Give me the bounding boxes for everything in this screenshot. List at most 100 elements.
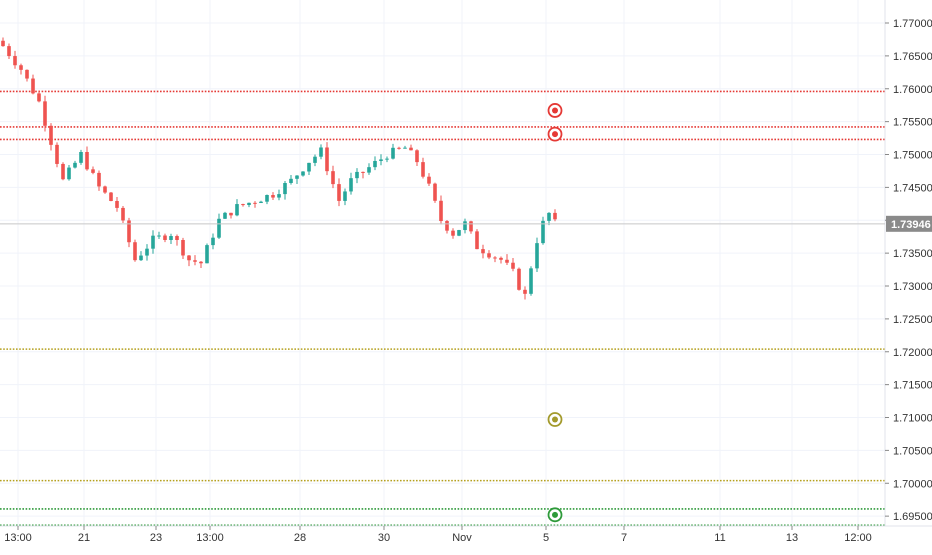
candle-body[interactable] [475, 231, 479, 250]
candle-body[interactable] [421, 162, 425, 177]
candle-body[interactable] [175, 236, 179, 240]
candle-body[interactable] [481, 249, 485, 254]
candle-body[interactable] [307, 162, 311, 172]
candle-body[interactable] [433, 183, 437, 201]
candle-body[interactable] [379, 159, 383, 161]
candle-body[interactable] [133, 242, 137, 261]
candle-body[interactable] [247, 202, 251, 205]
candle-body[interactable] [505, 259, 509, 263]
candle-body[interactable] [139, 255, 143, 261]
candle-body[interactable] [163, 235, 167, 240]
candle-body[interactable] [229, 212, 233, 216]
candle-body[interactable] [1, 40, 5, 47]
candle-body[interactable] [73, 162, 77, 168]
candle-body[interactable] [337, 184, 341, 201]
candle-body[interactable] [205, 245, 209, 264]
candle-body[interactable] [169, 236, 173, 240]
candle-body[interactable] [277, 194, 281, 198]
candle-body[interactable] [535, 243, 539, 269]
candle-body[interactable] [85, 152, 89, 170]
candle-body[interactable] [43, 101, 47, 126]
candle-body[interactable] [211, 237, 215, 246]
candle-body[interactable] [385, 158, 389, 160]
candle-body[interactable] [289, 178, 293, 183]
time-axis[interactable]: 13:00 21 23 13:00 28 30 Nov 5 7 11 13 12:00 [4, 526, 872, 544]
candle-body[interactable] [127, 220, 131, 243]
candle-body[interactable] [529, 268, 533, 294]
price-axis[interactable]: 1.77000 1.76500 1.76000 1.75500 1.75000 1.745… [885, 18, 932, 523]
candle-body[interactable] [427, 176, 431, 184]
candle-body[interactable] [397, 147, 401, 149]
candle-body[interactable] [79, 152, 83, 163]
candle-body[interactable] [517, 268, 521, 290]
candle-body[interactable] [445, 221, 449, 231]
candle-body[interactable] [499, 257, 503, 260]
candle-body[interactable] [463, 221, 467, 231]
candle-body[interactable] [109, 192, 113, 201]
candle-body[interactable] [295, 175, 299, 179]
candle-body[interactable] [493, 257, 497, 259]
candle-body[interactable] [511, 262, 515, 269]
candle-body[interactable] [367, 167, 371, 173]
candle-body[interactable] [547, 212, 551, 221]
candle-body[interactable] [391, 147, 395, 159]
candle-body[interactable] [199, 261, 203, 264]
candle-body[interactable] [181, 239, 185, 256]
candle-body[interactable] [523, 289, 527, 294]
candle-body[interactable] [49, 125, 53, 145]
candle-body[interactable] [313, 156, 317, 163]
candle-body[interactable] [13, 56, 17, 66]
candle-body[interactable] [439, 200, 443, 222]
candle-body[interactable] [193, 260, 197, 262]
candle-body[interactable] [145, 248, 149, 256]
candle-body[interactable] [331, 171, 335, 185]
candle-body[interactable] [373, 160, 377, 168]
candle-body[interactable] [457, 230, 461, 236]
candle-body[interactable] [319, 147, 323, 157]
candle-body[interactable] [151, 235, 155, 249]
candle-body[interactable] [409, 147, 413, 151]
candle-body[interactable] [157, 235, 161, 237]
candle-body[interactable] [223, 212, 227, 219]
candle-body[interactable] [553, 212, 557, 220]
candle-body[interactable] [415, 150, 419, 163]
candle-body[interactable] [55, 144, 59, 164]
candle-body[interactable] [451, 230, 455, 236]
candle-body[interactable] [271, 195, 275, 198]
candle-body[interactable] [61, 163, 65, 180]
candle-body[interactable] [403, 147, 407, 149]
candle-body[interactable] [19, 65, 23, 70]
candle-body[interactable] [67, 167, 71, 180]
candle-body[interactable] [487, 253, 491, 258]
candle-body[interactable] [91, 169, 95, 173]
candle-body[interactable] [259, 201, 263, 204]
candle-body[interactable] [241, 204, 245, 206]
candle-body[interactable] [115, 200, 119, 208]
candle-body[interactable] [217, 218, 221, 238]
level-markers[interactable] [547, 103, 563, 523]
candle-body[interactable] [349, 178, 353, 192]
candle-body[interactable] [187, 255, 191, 261]
candle-body[interactable] [301, 171, 305, 176]
candle-body[interactable] [469, 221, 473, 232]
candle-body[interactable] [541, 220, 545, 244]
candles[interactable] [1, 37, 557, 300]
candle-body[interactable] [121, 207, 125, 221]
candle-body[interactable] [325, 147, 329, 172]
candle-body[interactable] [25, 69, 29, 79]
candle-body[interactable] [103, 186, 107, 193]
candle-body[interactable] [265, 195, 269, 202]
candle-body[interactable] [253, 202, 257, 204]
candle-body[interactable] [283, 182, 287, 195]
candle-body[interactable] [361, 171, 365, 173]
candle-body[interactable] [97, 172, 101, 187]
candle-body[interactable] [235, 204, 239, 216]
candle-body[interactable] [355, 171, 359, 179]
candle-body[interactable] [343, 191, 347, 201]
horizontal-levels[interactable] [0, 90, 885, 527]
candle-body[interactable] [31, 78, 35, 94]
candle-body[interactable] [37, 93, 41, 102]
candle-body[interactable] [7, 46, 11, 57]
